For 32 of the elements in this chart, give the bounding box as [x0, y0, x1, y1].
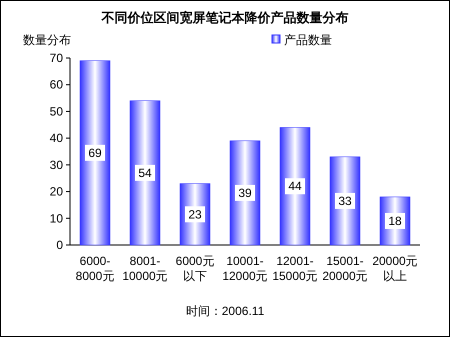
data-label: 33	[338, 194, 352, 208]
chart-title: 不同价位区间宽屏笔记本降价产品数量分布	[100, 10, 348, 25]
bar	[80, 60, 110, 246]
bar	[280, 127, 310, 246]
y-tick-label: 20	[50, 184, 64, 199]
x-tick-label: 6000元以下	[174, 254, 216, 284]
y-tick-label: 0	[56, 238, 64, 252]
x-tick-label: 8001- 10000元	[121, 254, 169, 284]
bar	[180, 183, 210, 246]
bar	[330, 156, 360, 246]
data-label: 18	[388, 214, 402, 228]
text: 时间：2006.11	[186, 304, 265, 318]
x-tick-label: 20000元以上	[371, 254, 419, 284]
x-tick-label: 6000- 8000元	[74, 254, 116, 284]
x-tick-label: 12001- 15000元	[271, 254, 319, 284]
data-label: 69	[88, 146, 102, 160]
y-axis-title: 数量分布	[23, 33, 71, 47]
bar	[230, 140, 260, 246]
legend-label: 产品数量	[284, 33, 332, 47]
x-tick-label: 15001- 20000元	[321, 254, 369, 284]
data-label: 39	[238, 186, 252, 200]
data-label: 23	[188, 207, 202, 222]
bar	[130, 100, 160, 246]
y-tick-label: 40	[50, 131, 64, 146]
data-label: 54	[138, 166, 152, 180]
y-tick-label: 10	[50, 211, 64, 226]
data-label: 44	[288, 179, 302, 194]
y-tick-label: 50	[50, 104, 64, 118]
x-tick-label: 10001- 12000元	[221, 254, 269, 284]
y-tick-label: 70	[50, 51, 64, 65]
y-tick-label: 60	[50, 78, 64, 92]
y-tick-label: 30	[50, 158, 64, 172]
